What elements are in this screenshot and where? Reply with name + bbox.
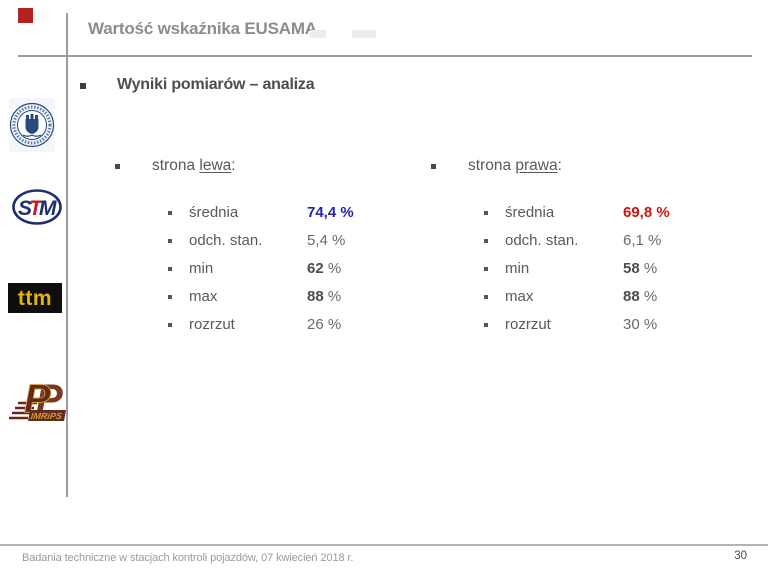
bullet-icon (168, 211, 172, 215)
stat-row-min: min 62 % (104, 256, 414, 284)
bullet-icon (115, 164, 120, 169)
university-seal-icon (9, 98, 55, 152)
pimrips-logo-text: IMRiPS (30, 411, 63, 421)
stat-value: 26 % (307, 316, 342, 333)
stat-label: średnia (505, 204, 555, 221)
slide-accent-square (18, 8, 33, 23)
stat-value: 69,8 % (623, 204, 670, 221)
stat-value: 30 % (623, 316, 658, 333)
stat-label: min (189, 260, 214, 277)
bullet-icon (168, 239, 172, 243)
stat-value: 5,4 % (307, 232, 346, 249)
bullet-icon (484, 267, 488, 271)
stat-value: 88 % (307, 288, 342, 305)
ghost-artifact (310, 30, 326, 38)
page-number: 30 (734, 550, 747, 562)
stm-letter-t: T (29, 197, 44, 220)
footer-divider (0, 544, 768, 546)
stat-row-max: max 88 % (420, 284, 730, 312)
stat-row-min: min 58 % (420, 256, 730, 284)
bullet-icon (484, 323, 488, 327)
stat-value: 88 % (623, 288, 658, 305)
stat-label: rozrzut (505, 316, 551, 333)
stats-list-right: średnia 69,8 % odch. stan. 6,1 % min 58 … (420, 200, 730, 340)
bullet-icon (168, 295, 172, 299)
column-label: strona prawa: (468, 157, 562, 174)
stm-letter-m: M (39, 197, 57, 220)
bullet-icon (484, 211, 488, 215)
stat-label: odch. stan. (189, 232, 263, 249)
stat-row-srednia: średnia 74,4 % (104, 200, 414, 228)
ttm-logo-text: ttm (17, 286, 53, 310)
stat-label: max (189, 288, 218, 305)
stat-row-rozrzut: rozrzut 26 % (104, 312, 414, 340)
section-heading: Wyniki pomiarów – analiza (117, 76, 315, 93)
bullet-icon (484, 295, 488, 299)
stat-label: średnia (189, 204, 239, 221)
stat-row-odch-stan: odch. stan. 6,1 % (420, 228, 730, 256)
stat-label: min (505, 260, 530, 277)
stat-value: 6,1 % (623, 232, 662, 249)
title-divider (18, 55, 752, 57)
heading-bullet-icon (80, 83, 86, 89)
stat-value: 62 % (307, 260, 342, 277)
stat-label: rozrzut (189, 316, 235, 333)
slide-title: Wartość wskaźnika EUSAMA (88, 19, 317, 38)
stm-letter-s: S (18, 197, 32, 220)
stm-logo: S T M (12, 188, 62, 226)
stat-value: 74,4 % (307, 204, 354, 221)
stat-row-srednia: średnia 69,8 % (420, 200, 730, 228)
ttm-logo: ttm (8, 283, 62, 313)
footer-text: Badania techniczne w stacjach kontroli p… (22, 552, 354, 564)
column-label: strona lewa: (152, 157, 236, 174)
bullet-icon (168, 323, 172, 327)
bullet-icon (484, 239, 488, 243)
bullet-icon (431, 164, 436, 169)
vertical-divider (66, 13, 68, 497)
stat-value: 58 % (623, 260, 658, 277)
stat-row-rozrzut: rozrzut 30 % (420, 312, 730, 340)
stat-row-odch-stan: odch. stan. 5,4 % (104, 228, 414, 256)
stat-row-max: max 88 % (104, 284, 414, 312)
ghost-artifact (352, 30, 376, 38)
pimrips-logo: P P IMRiPS (6, 372, 68, 428)
stat-label: odch. stan. (505, 232, 579, 249)
stat-label: max (505, 288, 534, 305)
stats-list-left: średnia 74,4 % odch. stan. 5,4 % min 62 … (104, 200, 414, 340)
bullet-icon (168, 267, 172, 271)
